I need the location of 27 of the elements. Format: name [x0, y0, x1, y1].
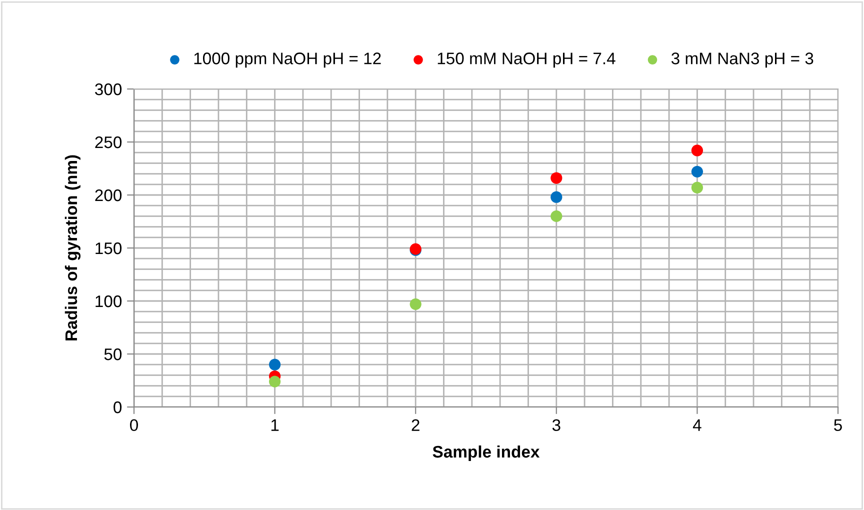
- point: [550, 191, 562, 203]
- point: [691, 144, 704, 156]
- legend-label: 1000 ppm NaOH pH = 12: [194, 52, 381, 68]
- legend-label: 3 mM NaN3 pH = 3: [671, 52, 814, 68]
- y-tick-label: 200: [95, 189, 122, 202]
- point: [410, 298, 422, 310]
- x-tick-label: 1: [271, 419, 279, 431]
- x-tick-label: 2: [412, 419, 420, 431]
- x-tick-label: 5: [834, 419, 842, 432]
- point: [550, 172, 562, 184]
- y-tick-label: 150: [96, 242, 122, 254]
- x-axis-title: Sample index: [432, 445, 540, 461]
- y-tick-label: 50: [104, 348, 122, 360]
- x-tick-label: 3: [552, 419, 560, 432]
- point: [691, 182, 704, 194]
- x-tick-label: 0: [130, 419, 138, 432]
- point: [268, 376, 281, 388]
- y-axis-title: Radius of gyration (nm): [64, 155, 80, 340]
- x-tick-label: 4: [692, 419, 702, 431]
- point: [268, 358, 281, 370]
- y-tick-label: 0: [114, 401, 122, 414]
- point: [691, 166, 704, 178]
- point: [550, 210, 562, 222]
- y-tick-label: 300: [95, 83, 122, 96]
- y-tick-label: 250: [95, 136, 122, 148]
- legend-label: 150 mM NaOH pH = 7.4: [438, 52, 616, 68]
- y-tick-label: 100: [96, 295, 122, 308]
